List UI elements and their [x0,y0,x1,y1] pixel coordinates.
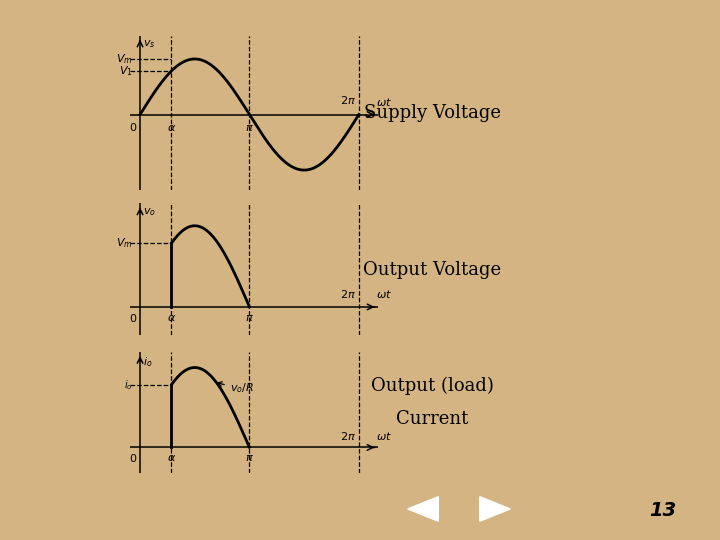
Text: $\pi$: $\pi$ [245,313,254,323]
Text: $i_o$: $i_o$ [124,378,132,392]
Polygon shape [408,497,438,521]
Text: $v_o$: $v_o$ [143,206,156,218]
Text: Output Voltage: Output Voltage [363,261,501,279]
Text: $\omega t$: $\omega t$ [377,430,392,442]
Text: Current: Current [396,409,468,428]
Text: $\pi$: $\pi$ [245,453,254,463]
Text: $V_1$: $V_1$ [119,64,132,78]
Text: $\omega t$: $\omega t$ [377,288,392,300]
Text: 13: 13 [649,501,676,520]
Text: $0$: $0$ [129,453,138,464]
Text: $2\pi$: $2\pi$ [340,94,356,106]
Text: $2\pi$: $2\pi$ [340,430,356,442]
Text: $v_s$: $v_s$ [143,38,156,50]
Text: $0$: $0$ [129,312,138,324]
Text: $v_o/R$: $v_o/R$ [217,381,253,395]
Text: $V_m$: $V_m$ [116,237,132,250]
Text: $\alpha$: $\alpha$ [167,313,176,323]
Text: $\alpha$: $\alpha$ [167,453,176,463]
Polygon shape [480,497,510,521]
Text: $V_m$: $V_m$ [116,52,132,66]
Text: $\pi$: $\pi$ [245,123,254,133]
Text: Supply Voltage: Supply Voltage [364,104,500,123]
Text: $2\pi$: $2\pi$ [340,288,356,300]
Text: Output (load): Output (load) [371,377,493,395]
Text: $\alpha$: $\alpha$ [167,123,176,133]
Text: $\omega t$: $\omega t$ [377,96,392,108]
Text: $i_o$: $i_o$ [143,355,153,368]
Text: $0$: $0$ [129,121,138,133]
